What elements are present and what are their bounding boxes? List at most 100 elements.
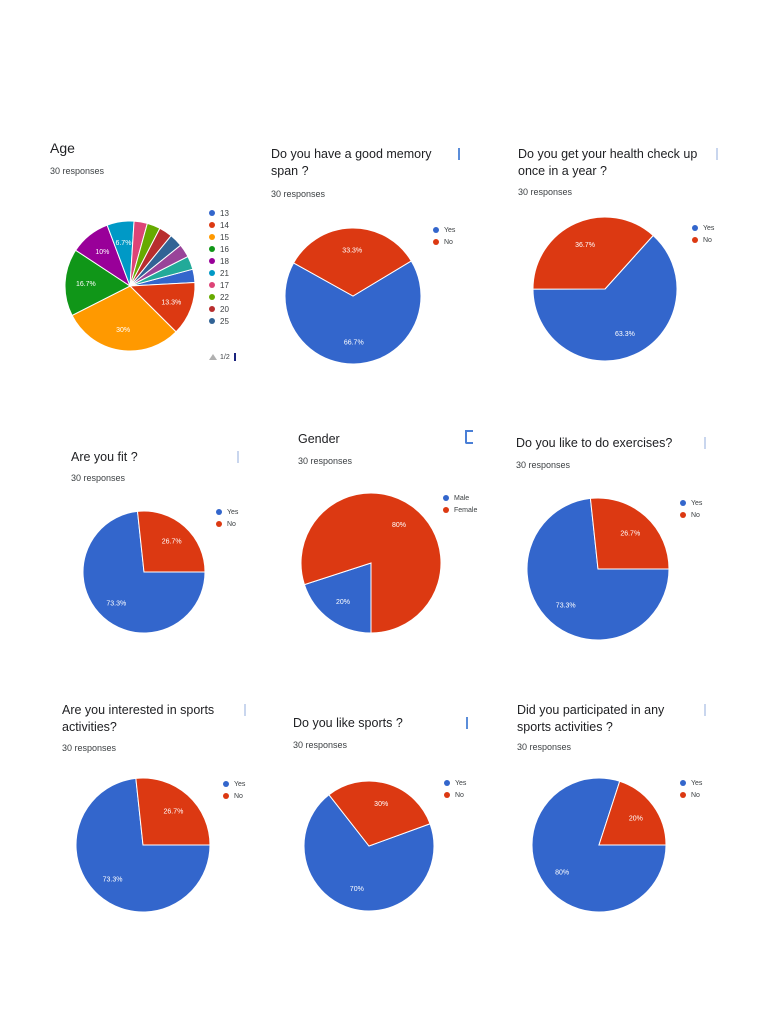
pie-chart: 63.3% 36.7% <box>532 216 678 362</box>
response-count: 30 responses <box>298 456 353 466</box>
slice-data-label: 30% <box>374 801 388 808</box>
chart-card-exercise: Do you like to do exercises? 30 response… <box>500 425 710 655</box>
pie-slice-Female <box>300 492 442 634</box>
legend-item-15: 15 <box>209 231 229 243</box>
chart-title: Do you get your health check up once in … <box>518 147 698 178</box>
legend-label: Male <box>454 494 470 502</box>
legend-item-no: No <box>680 509 702 521</box>
chart-card-fit: Are you fit ? 30 responses 73.3% 26.7% Ye… <box>56 443 256 655</box>
legend-swatch <box>692 225 698 231</box>
legend-label: Yes <box>227 508 239 516</box>
chart-title: Do you have a good memory span ? <box>271 147 432 178</box>
legend-pager[interactable]: 1/2 <box>209 353 236 361</box>
copy-icon[interactable] <box>465 430 473 444</box>
pie-slice-No <box>292 227 412 297</box>
pie-slice-extra-11 <box>129 255 194 287</box>
chart-title: Do you like to do exercises? <box>516 436 673 450</box>
legend-item-yes: Yes <box>692 222 714 234</box>
legend-label: 21 <box>220 268 229 278</box>
legend-swatch <box>223 781 229 787</box>
card-accent-mark <box>466 717 468 729</box>
legend-item-no: No <box>444 789 466 801</box>
legend: Yes No <box>680 777 702 801</box>
pie-chart: 13.3% 30% 16.7% 10% 6.7% <box>64 220 196 352</box>
legend-item-17: 17 <box>209 279 229 291</box>
legend-swatch <box>216 521 222 527</box>
legend-label: 22 <box>220 292 229 302</box>
pie-slice-Yes <box>531 777 667 913</box>
legend-item-yes: Yes <box>433 224 455 236</box>
pie-chart: 80% 20% <box>531 777 667 913</box>
legend-swatch <box>209 210 215 216</box>
slice-data-label: 20% <box>629 816 643 823</box>
legend-swatch <box>209 234 215 240</box>
pie-chart: 70% 30% <box>303 780 435 912</box>
response-count: 30 responses <box>271 189 326 199</box>
page-up-icon[interactable] <box>209 354 217 360</box>
pie-slice-14 <box>128 281 196 333</box>
legend-swatch <box>444 780 450 786</box>
slice-data-label: 73.3% <box>103 876 123 883</box>
legend-item-male: Male <box>443 492 477 504</box>
pie-chart: 20% 80% <box>300 492 442 634</box>
slice-data-label: 80% <box>555 869 569 876</box>
slice-data-label: 26.7% <box>162 539 182 546</box>
legend-swatch <box>443 507 449 513</box>
legend-item-female: Female <box>443 504 477 516</box>
legend-label: No <box>703 236 712 244</box>
chart-card-gender: Gender 30 responses 20% 80% Male Female <box>284 425 480 655</box>
response-count: 30 responses <box>518 187 573 197</box>
response-count: 30 responses <box>517 742 572 752</box>
legend-label: 25 <box>220 316 229 326</box>
legend-label: 20 <box>220 304 229 314</box>
slice-data-label: 13.3% <box>161 299 181 306</box>
legend-item-no: No <box>216 518 238 530</box>
legend-label: 18 <box>220 256 229 266</box>
legend-label: 14 <box>220 220 229 230</box>
response-count: 30 responses <box>71 473 126 483</box>
chart-title: Did you participated in any sports activ… <box>517 703 665 734</box>
chart-card-likesports: Do you like sports ? 30 responses 70% 30%… <box>278 703 488 928</box>
slice-data-label: 80% <box>392 522 406 529</box>
legend-swatch <box>223 793 229 799</box>
legend: Yes No <box>692 222 714 246</box>
legend-label: Yes <box>703 224 715 232</box>
legend-item-yes: Yes <box>216 506 238 518</box>
legend-swatch <box>209 222 215 228</box>
slice-data-label: 6.7% <box>115 240 131 247</box>
slice-data-label: 30% <box>116 327 130 334</box>
slice-data-label: 26.7% <box>164 809 184 816</box>
chart-card-participated: Did you participated in any sports activ… <box>500 698 710 930</box>
pie-slice-No <box>598 780 667 846</box>
chart-card-interest: Are you interested in sports activities?… <box>46 698 256 930</box>
legend-item-14: 14 <box>209 219 229 231</box>
legend-label: Female <box>454 506 478 514</box>
legend: Yes No <box>223 778 245 802</box>
legend-swatch <box>433 227 439 233</box>
pie-slice-No <box>328 780 431 847</box>
legend-swatch <box>680 500 686 506</box>
legend-label: 13 <box>220 208 229 218</box>
legend-label: Yes <box>691 499 703 507</box>
pie-slice-Yes <box>284 260 422 365</box>
page-indicator: 1/2 <box>220 353 230 361</box>
legend-swatch <box>209 270 215 276</box>
legend-label: 15 <box>220 232 229 242</box>
card-accent-mark <box>458 148 460 160</box>
legend-item-no: No <box>692 234 714 246</box>
legend: Yes No <box>433 224 455 248</box>
pie-slice-16 <box>64 249 131 317</box>
legend-label: Yes <box>455 779 467 787</box>
legend-swatch <box>680 780 686 786</box>
legend-label: No <box>444 238 453 246</box>
legend-swatch <box>209 318 215 324</box>
card-accent-mark <box>244 704 246 716</box>
chart-title: Age <box>50 140 75 156</box>
pie-slice-No <box>136 510 206 573</box>
pie-slice-No <box>589 497 670 570</box>
page-down-icon[interactable] <box>233 353 236 361</box>
response-count: 30 responses <box>293 740 348 750</box>
legend: Yes No <box>444 777 466 801</box>
legend-label: No <box>691 511 700 519</box>
slice-data-label: 33.3% <box>342 247 362 254</box>
